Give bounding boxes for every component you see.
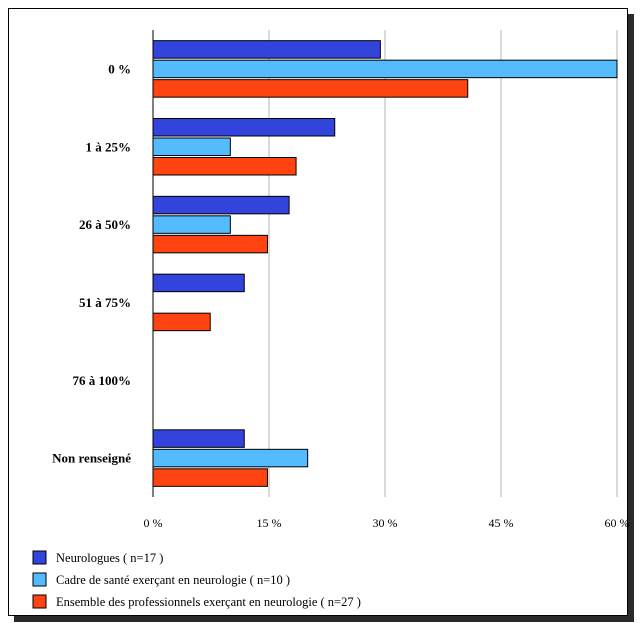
bar [152, 448, 309, 468]
category-label: 1 à 25% [86, 139, 132, 154]
legend-label: Cadre de santé exerçant en neurologie ( … [56, 573, 290, 587]
x-tick-label: 60 % [605, 516, 630, 530]
x-tick-label: 0 % [144, 516, 163, 530]
bar [152, 118, 336, 137]
bar [152, 79, 469, 98]
category-label: 0 % [108, 61, 131, 76]
x-tick-label: 30 % [373, 516, 398, 530]
bar [152, 273, 245, 293]
category-label: 51 à 75% [79, 295, 131, 310]
bar [152, 312, 211, 332]
x-tick-label: 15 % [257, 516, 282, 530]
chart-frame [8, 8, 628, 616]
bar [152, 157, 297, 176]
bar [152, 195, 290, 215]
bar [152, 137, 231, 156]
bar [152, 468, 268, 487]
legend-swatch [32, 594, 47, 609]
legend-label: Neurologues ( n=17 ) [56, 551, 163, 565]
legend-label: Ensemble des professionnels exerçant en … [56, 595, 361, 609]
legend-swatch [32, 550, 47, 565]
bar [152, 215, 231, 234]
bar [152, 234, 268, 254]
bar [152, 429, 245, 448]
category-label: 26 à 50% [79, 217, 131, 232]
legend-swatch [32, 572, 47, 587]
bar [152, 59, 618, 79]
category-label: 76 à 100% [73, 373, 132, 388]
x-tick-label: 45 % [489, 516, 514, 530]
bar [152, 40, 381, 59]
category-label: Non renseigné [52, 451, 131, 466]
